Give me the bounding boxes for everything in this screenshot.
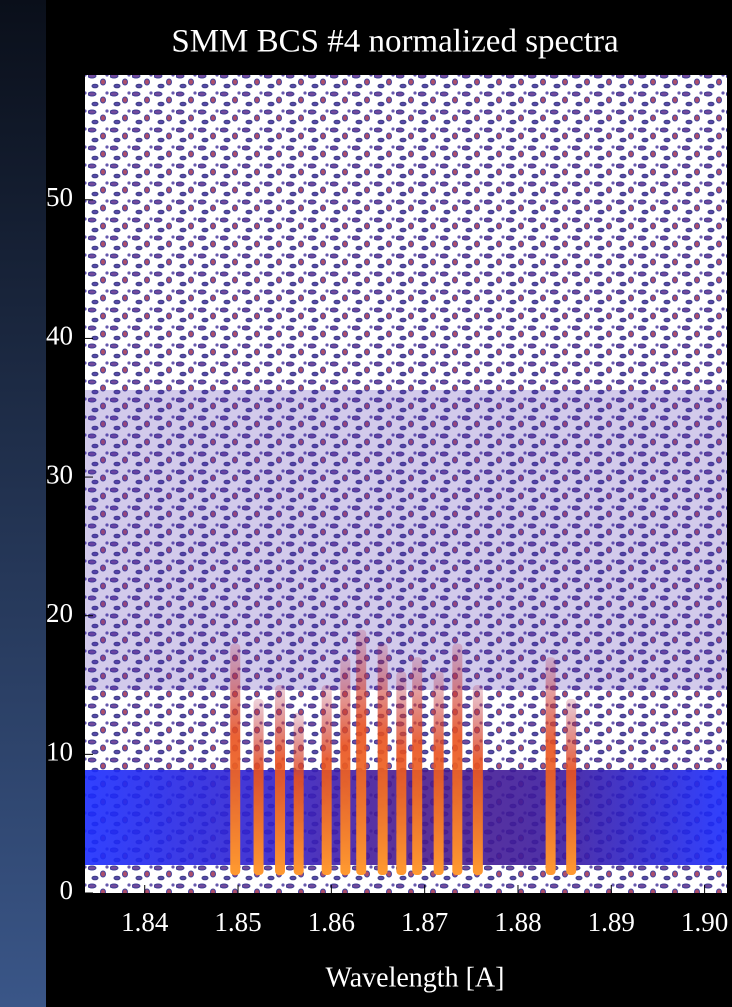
side-strip [0,0,46,1007]
y-tick-label: 20 [46,598,73,628]
spectral-line [545,657,556,875]
spectral-line [433,671,444,875]
x-axis-label: Wavelength [A] [326,962,505,993]
y-tick-label: 0 [60,875,74,905]
spectral-line [356,629,367,875]
noise-dense [85,390,727,690]
y-tick-label: 30 [46,459,73,489]
spectral-line [412,657,423,875]
spectral-line [566,698,577,875]
x-tick-label: 1.86 [308,907,355,937]
y-tick-label: 50 [46,182,73,212]
y-tick-label: 40 [46,321,73,351]
spectral-line [472,685,483,875]
spectral-line [321,685,332,875]
x-tick-label: 1.85 [214,907,261,937]
x-tick-label: 1.87 [401,907,448,937]
x-tick-label: 1.84 [121,907,169,937]
spectral-line [377,643,388,875]
spectral-line [396,671,407,875]
x-tick-label: 1.88 [494,907,541,937]
spectral-line [253,698,264,875]
spectral-line [452,643,463,875]
x-tick-label: 1.89 [588,907,635,937]
spectral-line [230,643,241,875]
chart-title: SMM BCS #4 normalized spectra [171,24,619,60]
x-tick-label: 1.90 [681,907,728,937]
y-tick-label: 10 [46,737,73,767]
spectral-line [340,657,351,875]
spectral-line [275,685,286,875]
spectral-line [293,712,304,875]
